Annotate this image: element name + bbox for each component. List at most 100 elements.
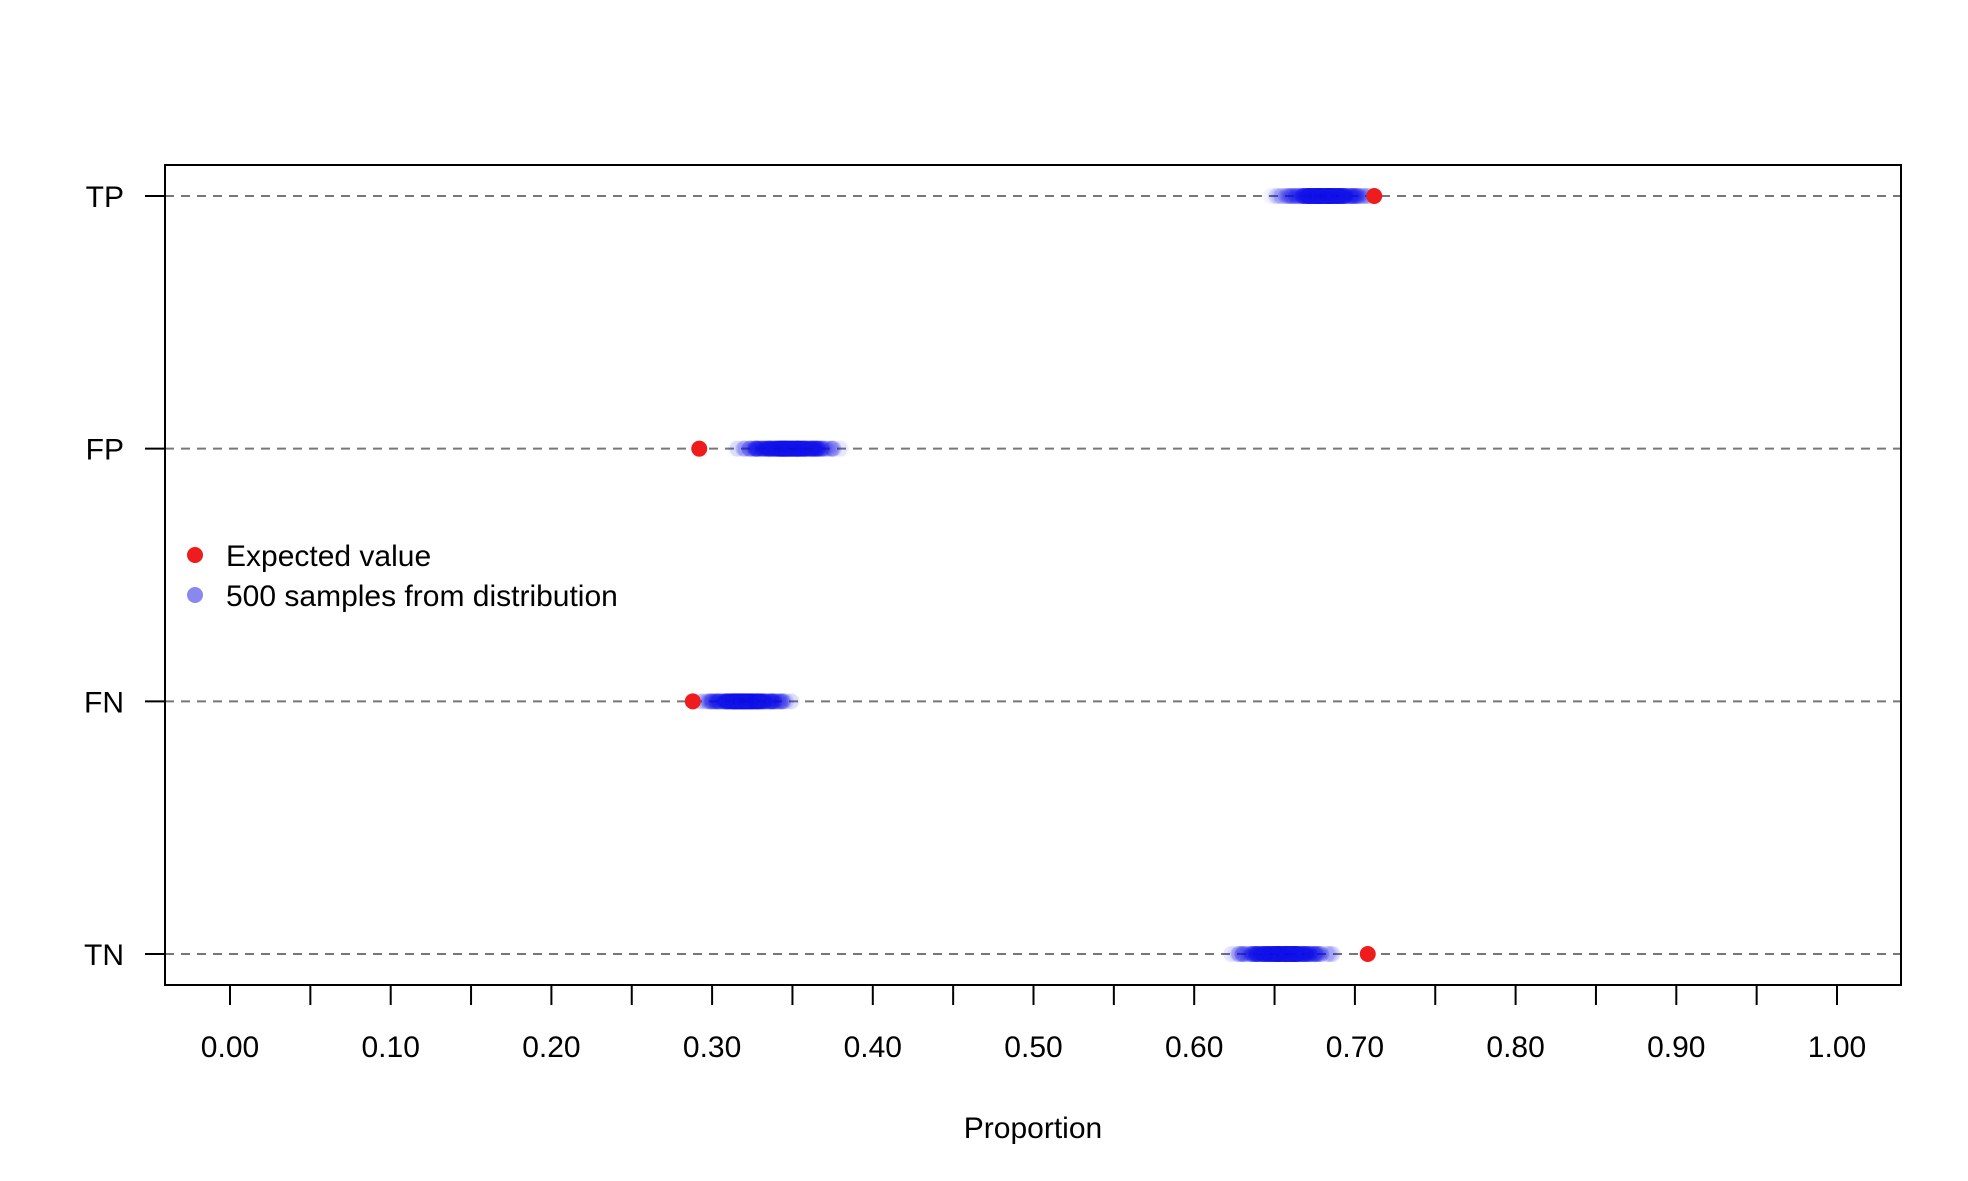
sample-point-fp bbox=[744, 440, 761, 457]
sample-point-fn bbox=[742, 693, 759, 710]
sample-point-tn bbox=[1270, 946, 1287, 962]
sample-point-tp bbox=[1293, 188, 1310, 204]
sample-point-fn bbox=[727, 693, 744, 710]
sample-point-tn bbox=[1265, 946, 1282, 962]
sample-point-fp bbox=[786, 440, 803, 457]
sample-point-fp bbox=[814, 440, 831, 457]
sample-point-tn bbox=[1268, 946, 1285, 962]
sample-point-tn bbox=[1292, 946, 1309, 962]
sample-point-fn bbox=[731, 693, 748, 710]
sample-point-tp bbox=[1308, 188, 1325, 204]
sample-point-tp bbox=[1299, 188, 1316, 204]
sample-point-fp bbox=[790, 440, 807, 457]
sample-point-tn bbox=[1307, 946, 1324, 962]
sample-point-tp bbox=[1320, 188, 1337, 204]
sample-point-tp bbox=[1328, 188, 1345, 204]
sample-point-fn bbox=[735, 693, 752, 710]
sample-point-fn bbox=[752, 693, 769, 710]
sample-point-tp bbox=[1285, 188, 1302, 204]
sample-point-fp bbox=[790, 440, 807, 457]
sample-point-tp bbox=[1295, 188, 1312, 204]
sample-point-fn bbox=[720, 693, 737, 710]
sample-point-tn bbox=[1244, 946, 1261, 962]
sample-point-fp bbox=[788, 440, 805, 457]
sample-point-tn bbox=[1310, 946, 1327, 962]
sample-point-tn bbox=[1295, 946, 1312, 962]
sample-point-fn bbox=[718, 693, 735, 710]
sample-point-tn bbox=[1265, 946, 1282, 962]
sample-point-tp bbox=[1322, 188, 1339, 204]
sample-point-fp bbox=[803, 440, 820, 457]
x-tick-label-9: 0.90 bbox=[1647, 1031, 1705, 1064]
sample-point-fp bbox=[748, 440, 765, 457]
sample-point-fn bbox=[737, 693, 754, 710]
sample-point-tn bbox=[1297, 946, 1314, 962]
sample-point-fp bbox=[763, 440, 780, 457]
sample-point-fp bbox=[777, 440, 794, 457]
sample-point-tp bbox=[1319, 188, 1336, 204]
sample-point-tn bbox=[1272, 946, 1289, 962]
sample-point-fn bbox=[731, 693, 748, 710]
sample-point-tn bbox=[1254, 946, 1271, 962]
sample-point-fp bbox=[762, 440, 779, 457]
sample-point-tp bbox=[1320, 188, 1337, 204]
sample-point-fn bbox=[748, 693, 765, 710]
sample-point-tn bbox=[1251, 946, 1268, 962]
sample-point-fn bbox=[715, 693, 732, 710]
sample-point-tp bbox=[1312, 188, 1329, 204]
sample-point-tn bbox=[1295, 946, 1312, 962]
sample-point-fn bbox=[761, 693, 778, 710]
sample-point-tn bbox=[1287, 946, 1304, 962]
sample-point-tn bbox=[1267, 946, 1284, 962]
sample-point-tn bbox=[1284, 946, 1301, 962]
sample-point-fp bbox=[760, 440, 777, 457]
sample-point-fp bbox=[774, 440, 791, 457]
sample-point-tp bbox=[1309, 188, 1326, 204]
sample-point-tp bbox=[1305, 188, 1322, 204]
sample-point-fp bbox=[805, 440, 822, 457]
sample-point-tn bbox=[1309, 946, 1326, 962]
sample-point-tn bbox=[1301, 946, 1318, 962]
sample-point-tn bbox=[1288, 946, 1305, 962]
sample-point-fp bbox=[790, 440, 807, 457]
sample-point-fn bbox=[751, 693, 768, 710]
sample-point-fn bbox=[727, 693, 744, 710]
sample-point-tp bbox=[1328, 188, 1345, 204]
sample-point-tp bbox=[1306, 188, 1323, 204]
sample-point-fp bbox=[793, 440, 810, 457]
sample-point-tn bbox=[1246, 946, 1263, 962]
sample-point-fn bbox=[732, 693, 749, 710]
sample-point-fp bbox=[781, 440, 798, 457]
sample-point-tn bbox=[1234, 946, 1251, 962]
sample-point-tp bbox=[1308, 188, 1325, 204]
sample-point-fn bbox=[726, 693, 743, 710]
sample-point-tn bbox=[1248, 946, 1265, 962]
sample-point-tn bbox=[1282, 946, 1299, 962]
sample-point-fp bbox=[778, 440, 795, 457]
sample-point-fp bbox=[811, 440, 828, 457]
sample-point-tn bbox=[1261, 946, 1278, 962]
sample-point-tn bbox=[1274, 946, 1291, 962]
sample-point-fn bbox=[749, 693, 766, 710]
sample-point-fp bbox=[761, 440, 778, 457]
sample-point-fn bbox=[723, 693, 740, 710]
sample-point-fp bbox=[796, 440, 813, 457]
sample-point-tp bbox=[1337, 188, 1354, 204]
sample-point-tp bbox=[1311, 188, 1328, 204]
sample-point-fn bbox=[735, 693, 752, 710]
sample-point-tp bbox=[1320, 188, 1337, 204]
legend-expected-value-marker bbox=[187, 547, 203, 563]
sample-point-tp bbox=[1287, 188, 1304, 204]
sample-point-tn bbox=[1264, 946, 1281, 962]
sample-point-tp bbox=[1330, 188, 1347, 204]
sample-point-fn bbox=[774, 693, 791, 710]
sample-point-fn bbox=[752, 693, 769, 710]
sample-point-fp bbox=[783, 440, 800, 457]
sample-point-fp bbox=[796, 440, 813, 457]
sample-point-fn bbox=[752, 693, 769, 710]
sample-point-fp bbox=[751, 440, 768, 457]
y-tick-label-tn: TN bbox=[84, 939, 124, 972]
sample-point-fp bbox=[803, 440, 820, 457]
sample-point-fp bbox=[792, 440, 809, 457]
sample-point-tp bbox=[1294, 188, 1311, 204]
